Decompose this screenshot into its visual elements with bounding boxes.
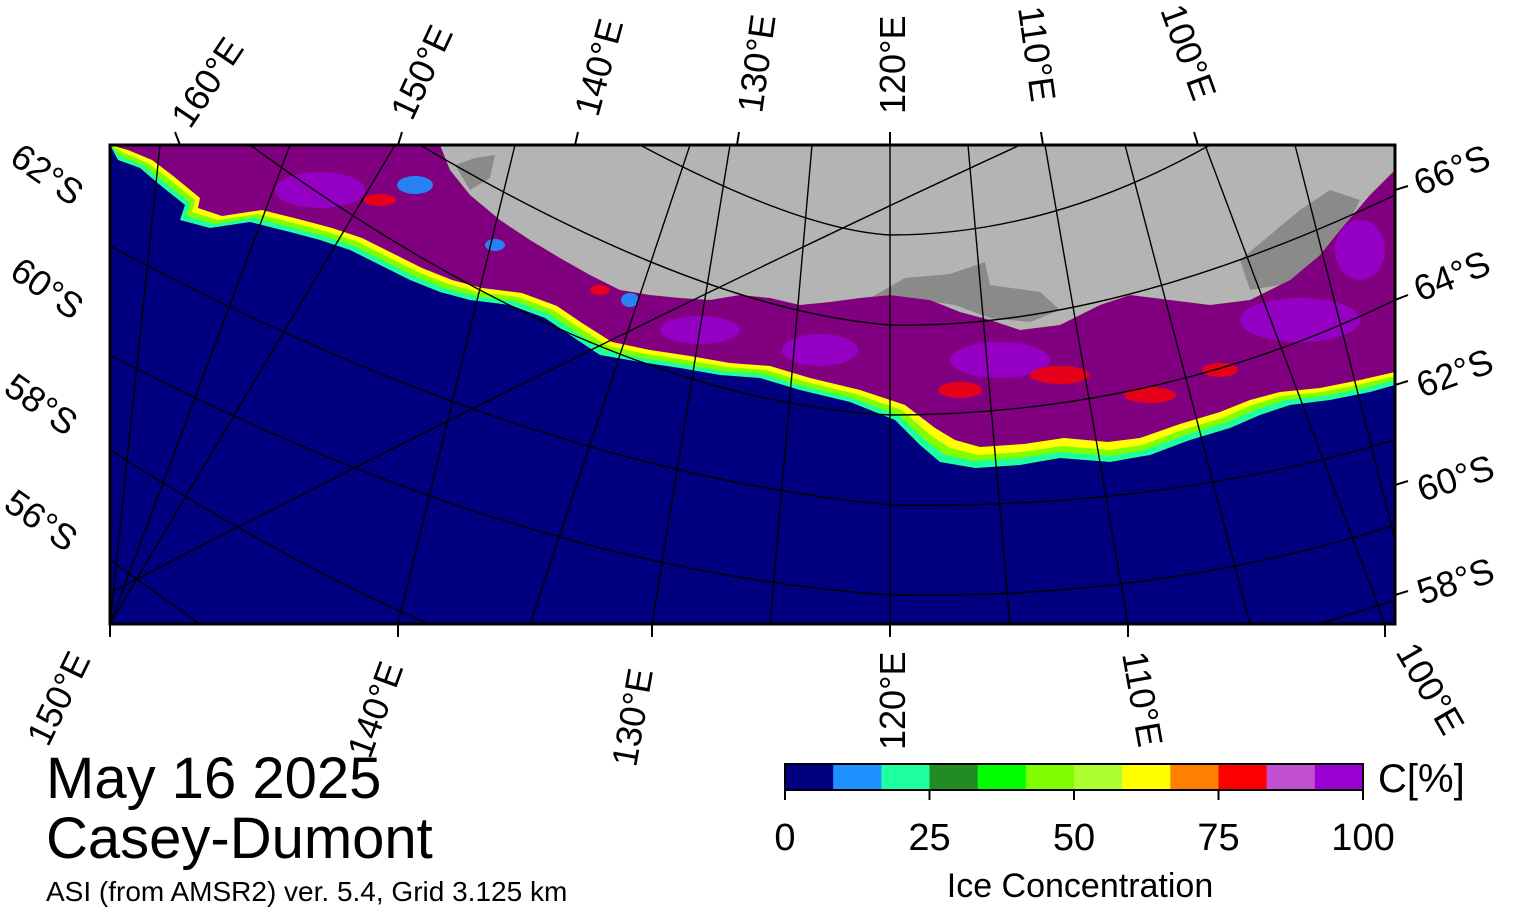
right-lat-label: 64°S — [1408, 242, 1496, 309]
right-lat-label: 66°S — [1408, 136, 1496, 203]
top-lon-label: 150°E — [382, 19, 461, 126]
colorbar-segment — [1170, 764, 1219, 790]
left-lat-label: 58°S — [0, 365, 85, 444]
right-lat-label: 62°S — [1411, 340, 1499, 405]
top-lon-label: 110°E — [1010, 3, 1064, 104]
source-label: ASI (from AMSR2) ver. 5.4, Grid 3.125 km — [46, 876, 568, 907]
colorbar-segment — [1218, 764, 1268, 790]
top-lon-label: 140°E — [566, 14, 631, 120]
colorbar-segment — [1266, 764, 1316, 790]
colorbar-segment — [1122, 764, 1171, 790]
right-lat-label: 60°S — [1412, 446, 1499, 509]
colorbar-segment — [1025, 764, 1075, 790]
ice-shelf — [1240, 190, 1360, 290]
top-lon-label: 120°E — [872, 16, 913, 114]
colorbar-segment — [785, 764, 834, 790]
longitude-lines — [110, 145, 1395, 624]
antarctic-land — [440, 145, 1395, 330]
bottom-lon-label: 110°E — [1114, 648, 1171, 749]
bottom-lon-label: 100°E — [1388, 636, 1473, 742]
top-lon-label: 130°E — [729, 12, 783, 115]
ice-shelf — [870, 262, 1060, 322]
top-lon-label: 100°E — [1152, 0, 1224, 105]
frame-ticks — [109, 131, 1409, 637]
bottom-lon-label: 150°E — [18, 645, 98, 751]
left-lat-label: 56°S — [0, 481, 85, 560]
sea-ice-texture-red — [364, 194, 1238, 403]
colorbar-tick-label: 0 — [774, 817, 796, 859]
colorbar-tick-label: 75 — [1197, 817, 1240, 859]
colorbar-segment — [1074, 764, 1123, 790]
left-lat-label: 62°S — [3, 135, 91, 214]
left-lat-label: 60°S — [3, 249, 91, 328]
colorbar-unit: C[%] — [1378, 757, 1465, 801]
colorbar-title: Ice Concentration — [946, 867, 1214, 905]
region-label: Casey-Dumont — [46, 806, 433, 871]
ice-shelf — [455, 155, 495, 190]
colorbar-segment — [1314, 764, 1364, 790]
colorbar-segment — [929, 764, 979, 790]
top-lon-label: 160°E — [163, 30, 252, 135]
colorbar-segment — [977, 764, 1027, 790]
bottom-lon-label: 130°E — [604, 665, 661, 769]
polynya — [397, 176, 639, 307]
colorbar-segment — [833, 764, 882, 790]
colorbar-tick-label: 100 — [1331, 817, 1395, 859]
colorbar-segment — [881, 764, 930, 790]
colorbar-tick-label: 50 — [1052, 817, 1096, 859]
colorbar — [784, 763, 1364, 800]
colorbar-tick-label: 25 — [908, 817, 951, 859]
right-lat-label: 58°S — [1412, 549, 1499, 612]
bottom-lon-label: 120°E — [872, 652, 913, 750]
date-label: May 16 2025 — [46, 746, 382, 811]
